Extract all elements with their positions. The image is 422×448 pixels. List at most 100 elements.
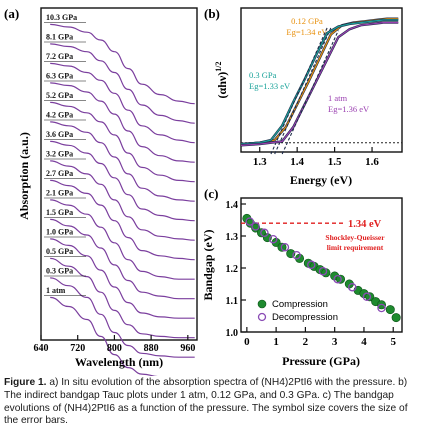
decompression-point-8 — [333, 274, 342, 284]
panel-a-xtick-label-2: 800 — [107, 343, 122, 354]
spectrum-line-11 — [50, 238, 195, 319]
panel-b-xtick-label-2: 1.5 — [328, 156, 342, 168]
spectrum-label-6: 3.6 GPa — [46, 130, 73, 139]
tauc-fit-line-1 — [270, 27, 328, 155]
sq-limit-value: 1.34 eV — [348, 219, 382, 230]
spectrum-line-1 — [50, 43, 195, 124]
panel-a-series-labels: 10.3 GPa 8.1 GPa 7.2 GPa 6.3 GPa 5.2 GPa 4.2 … — [44, 13, 86, 296]
decompression-point-5 — [292, 250, 301, 260]
compression-point-6 — [277, 242, 287, 252]
decompression-point-0 — [245, 217, 255, 226]
spectrum-line-3 — [50, 82, 195, 163]
compression-point-18 — [365, 292, 375, 302]
caption-label: Figure 1. — [4, 377, 47, 388]
spectrum-label-0: 10.3 GPa — [46, 13, 77, 22]
panel-b-xtick-label-1: 1.4 — [290, 156, 304, 168]
spectrum-label-12: 0.5 GPa — [46, 247, 73, 256]
panel-a-xtick-label-3: 880 — [144, 343, 159, 354]
panel-b-xtick-label-0: 1.3 — [253, 156, 267, 168]
spectrum-label-14: 1 atm — [46, 286, 66, 295]
spectrum-line-2 — [50, 62, 195, 144]
compression-point-3 — [256, 228, 266, 238]
panel-c-xtick-label-2: 2 — [303, 336, 309, 348]
decompression-point-7 — [318, 266, 328, 276]
panel-a: (a) 10.3 GPa 8.1 GPa 7.2 GPa 6.3 GPa 5.2 GPa… — [4, 6, 198, 376]
panel-c-y-axis-label: Bandgap (eV) — [201, 229, 215, 300]
spectrum-line-6 — [50, 140, 195, 222]
tauc-series-name-1: 0.3 GPa — [249, 70, 277, 80]
decompression-point-9 — [347, 282, 357, 292]
panel-a-x-axis-label: Wavelength (nm) — [75, 355, 163, 369]
tauc-series-eg-2: Eg=1.36 eV — [328, 104, 370, 114]
tauc-curve-2 — [240, 22, 399, 146]
panel-c-x-axis-label: Pressure (GPa) — [282, 354, 360, 368]
spectrum-label-8: 2.7 GPa — [46, 169, 73, 178]
panel-b-xtick-label-3: 1.6 — [365, 156, 379, 168]
panel-c-x-ticks: 0 1 2 3 4 5 — [244, 327, 396, 348]
panel-b-x-ticks: 1.3 1.4 1.5 1.6 — [253, 147, 379, 168]
panel-c-xtick-label-1: 1 — [273, 336, 279, 348]
decompression-point-10 — [362, 292, 372, 302]
spectrum-line-7 — [50, 160, 195, 241]
compression-point-14 — [336, 274, 346, 284]
spectrum-label-3: 6.3 GPa — [46, 72, 73, 81]
spectrum-label-4: 5.2 GPa — [46, 91, 73, 100]
panel-c-ytick-label-4: 1.4 — [226, 200, 239, 211]
spectrum-label-9: 2.1 GPa — [46, 189, 73, 198]
panel-c-xtick-label-0: 0 — [244, 336, 250, 348]
tauc-series-name-2: 1 atm — [328, 93, 348, 103]
panel-c-ytick-label-1: 1.1 — [226, 296, 239, 307]
panel-c-label: (c) — [204, 186, 218, 201]
panel-a-y-axis-label: Absorption (a.u.) — [17, 132, 31, 220]
panel-c-frame — [240, 197, 403, 333]
spectrum-line-4 — [50, 101, 195, 183]
spectrum-label-5: 4.2 GPa — [46, 111, 73, 120]
spectrum-label-10: 1.5 GPa — [46, 208, 73, 217]
panel-b-label: (b) — [204, 6, 220, 21]
compression-point-22 — [391, 313, 401, 323]
spectrum-line-8 — [50, 179, 195, 261]
decompression-point-11 — [377, 303, 386, 313]
legend-compression-label: Compression — [272, 299, 328, 310]
panel-c-ytick-label-2: 1.2 — [226, 264, 239, 275]
spectrum-line-13 — [50, 277, 195, 358]
decompression-point-1 — [251, 222, 260, 231]
spectrum-line-5 — [50, 121, 195, 202]
spectrum-label-7: 3.2 GPa — [46, 150, 73, 159]
panel-a-curves — [50, 23, 195, 376]
panel-c-xtick-label-3: 3 — [332, 336, 338, 348]
panel-b-frame — [240, 7, 403, 153]
spectrum-line-0 — [50, 23, 195, 105]
decompression-point-3 — [268, 234, 278, 244]
tauc-fit-line-0 — [274, 27, 332, 155]
decompression-point-4 — [280, 242, 290, 252]
tauc-series-eg-0: Eg=1.34 eV — [286, 27, 328, 37]
panel-c-y-ticks: 1.0 1.1 1.2 1.3 1.4 — [226, 200, 246, 339]
panel-a-xtick-label-0: 640 — [34, 343, 49, 354]
spectrum-label-13: 0.3 GPa — [46, 267, 73, 276]
spectrum-line-12 — [50, 257, 195, 339]
legend-compression-marker — [257, 299, 267, 309]
sq-limit-note-1: Shockley-Queisser — [325, 233, 385, 242]
tauc-fit-line-2 — [281, 30, 339, 155]
panel-b-x-axis-label: Energy (eV) — [290, 173, 352, 187]
decompression-point-2 — [260, 228, 269, 238]
sq-limit-note-2: limit requirement — [327, 243, 384, 252]
compression-point-21 — [385, 305, 395, 315]
panel-a-xtick-label-1: 720 — [70, 343, 85, 354]
spectrum-line-9 — [50, 199, 195, 280]
panel-c-xtick-label-5: 5 — [390, 336, 396, 348]
panel-b-y-axis-label: (αhν)1/2 — [214, 62, 229, 99]
spectrum-label-11: 1.0 GPa — [46, 228, 73, 237]
compression-point-2 — [251, 223, 261, 233]
panel-c-ytick-label-3: 1.3 — [226, 232, 239, 243]
panel-a-x-ticks: 640 720 800 880 960 — [34, 335, 195, 354]
decompression-point-6 — [307, 260, 316, 270]
tauc-series-name-0: 0.12 GPa — [291, 16, 323, 26]
figure-caption: Figure 1. a) In situ evolution of the ab… — [4, 377, 418, 428]
